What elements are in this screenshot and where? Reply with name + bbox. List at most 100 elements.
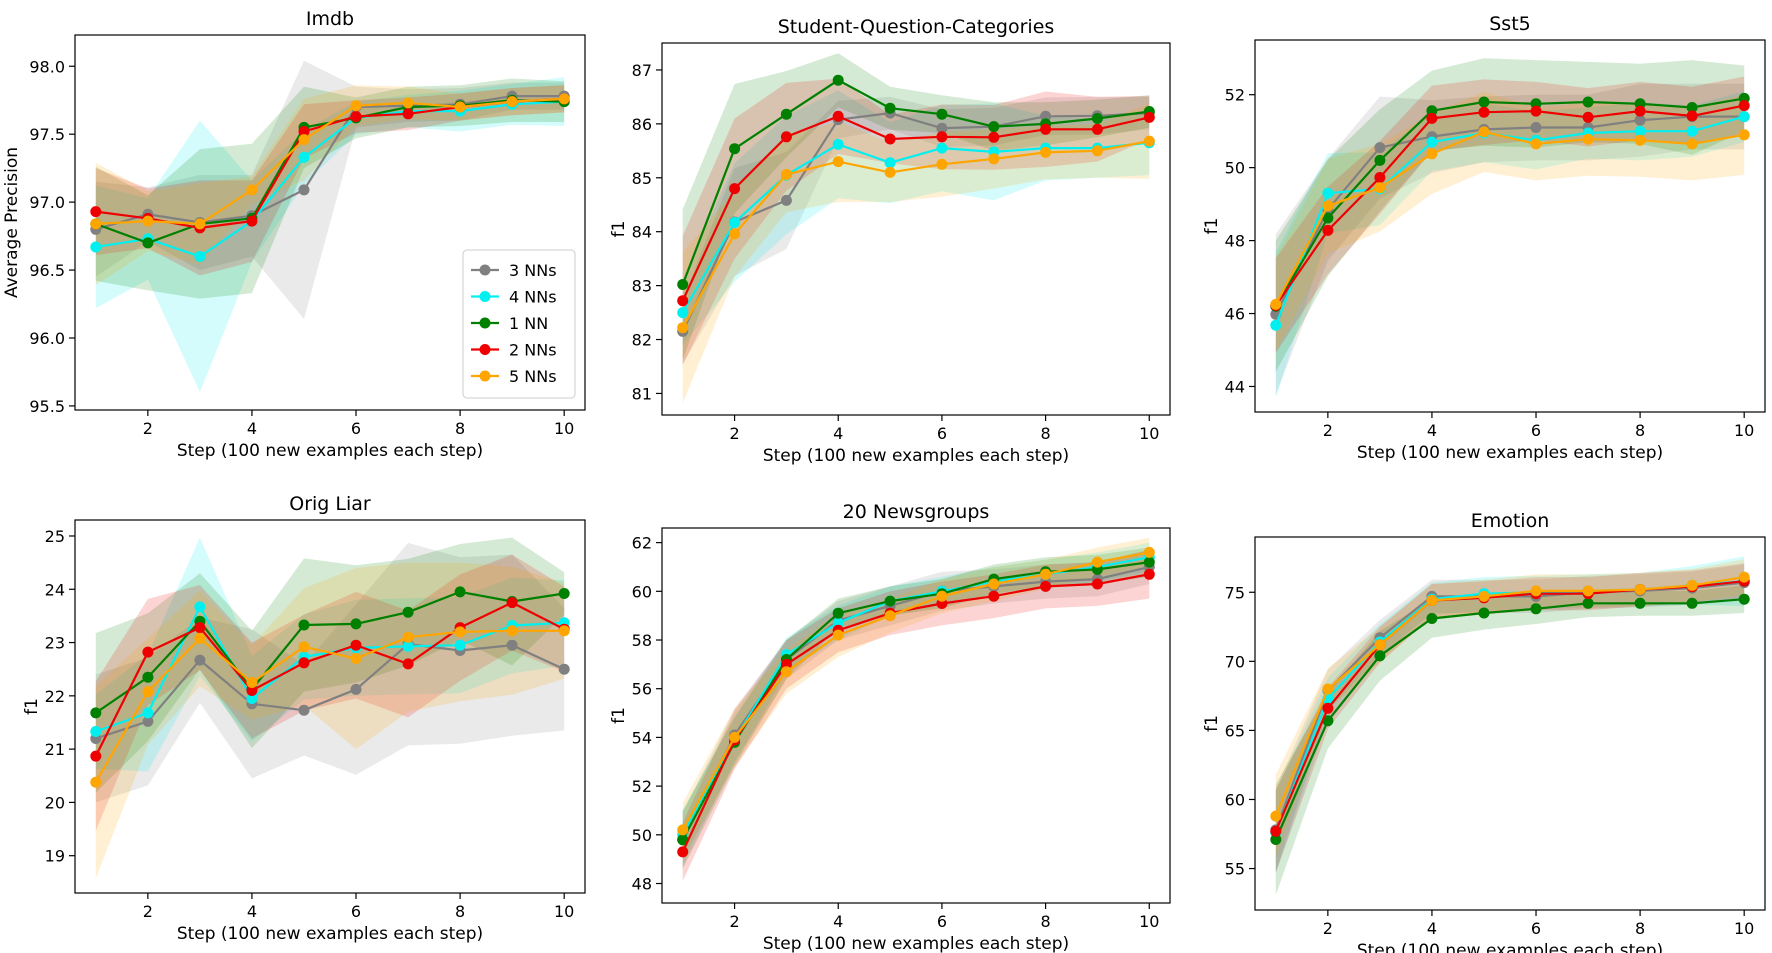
y-tick-label: 50 <box>632 826 652 845</box>
data-point-4-nns <box>1270 319 1282 331</box>
band-1-nn <box>95 78 565 299</box>
legend-label-5-nns: 5 NNs <box>509 367 557 386</box>
data-point-2-nns <box>402 108 414 120</box>
x-tick-label: 6 <box>937 424 947 443</box>
y-tick-label: 95.5 <box>29 397 65 416</box>
data-point-2-nns <box>988 590 1000 602</box>
y-tick-label: 97.5 <box>29 125 65 144</box>
data-point-4-nns <box>1634 125 1646 137</box>
band-2-nns <box>682 78 1150 366</box>
x-tick-label: 2 <box>1323 919 1333 938</box>
data-point-5-nns <box>1374 639 1386 651</box>
data-point-2-nns <box>1582 111 1594 123</box>
data-point-4-nns <box>729 217 741 228</box>
data-point-1-nn <box>1582 597 1594 609</box>
data-point-4-nns <box>194 601 206 613</box>
data-point-3-nns <box>780 194 792 206</box>
band-2-nns <box>95 85 565 276</box>
series-line-5-nns <box>1274 576 1745 817</box>
x-tick-label: 4 <box>1427 919 1437 938</box>
data-point-5-nns <box>1530 585 1542 597</box>
data-point-1-nn <box>1374 154 1386 166</box>
data-point-5-nns <box>936 590 948 602</box>
series-line-3-nns <box>1274 115 1745 315</box>
y-tick-label: 98.0 <box>29 57 65 76</box>
data-point-5-nns <box>454 101 466 113</box>
chart-title: 20 Newsgroups <box>843 501 990 523</box>
chart-panel-4: 2 4 6 8 10 48 50 52 54 56 58 60 62 20 Newsgroups Step … <box>609 501 1171 953</box>
data-point-5-nns <box>1143 135 1155 147</box>
data-point-1-nn <box>558 588 570 599</box>
data-point-1-nn <box>402 606 414 618</box>
chart-title: Emotion <box>1471 510 1550 532</box>
data-point-3-nns <box>350 683 362 695</box>
band-5-nns <box>1275 91 1745 352</box>
data-point-4-nns <box>90 726 102 737</box>
data-point-1-nn <box>1374 650 1386 662</box>
data-point-5-nns <box>1374 182 1386 194</box>
data-point-2-nns <box>988 131 1000 143</box>
data-point-5-nns <box>677 322 689 334</box>
data-point-2-nns <box>832 110 844 122</box>
data-point-5-nns <box>677 824 689 836</box>
series-line-3-nns <box>95 643 565 740</box>
band-5-nns <box>95 85 565 285</box>
legend-swatch-marker-1-nn <box>479 317 491 329</box>
data-point-5-nns <box>506 96 518 108</box>
data-point-5-nns <box>1143 546 1155 558</box>
y-tick-label: 75 <box>1225 583 1245 602</box>
data-point-3-nns <box>142 715 154 727</box>
x-tick-label: 10 <box>1139 424 1159 443</box>
data-point-5-nns <box>402 97 414 109</box>
series-line-5-nns <box>95 97 565 226</box>
data-point-5-nns <box>988 578 1000 590</box>
data-point-2-nns <box>90 206 102 218</box>
data-point-5-nns <box>1686 579 1698 591</box>
y-tick-label: 86 <box>632 115 652 134</box>
data-point-5-nns <box>832 156 844 168</box>
series-line-2-nns <box>681 115 1150 302</box>
data-point-5-nns <box>350 653 362 664</box>
y-tick-label: 58 <box>632 631 652 650</box>
data-point-1-nn <box>1530 603 1542 615</box>
legend-swatch-marker-5-nns <box>479 370 491 382</box>
data-point-1-nn <box>90 707 102 719</box>
data-point-2-nns <box>1091 578 1103 590</box>
data-point-2-nns <box>1322 702 1334 714</box>
legend: 3 NNs 4 NNs 1 NN 2 NNs 5 NNs <box>462 249 576 399</box>
y-tick-label: 56 <box>632 680 652 699</box>
x-tick-label: 6 <box>1531 919 1541 938</box>
x-tick-label: 2 <box>143 419 153 438</box>
data-point-2-nns <box>1374 172 1386 183</box>
band-3-nns <box>1275 564 1745 872</box>
data-point-1-nn <box>729 143 741 155</box>
y-tick-label: 83 <box>632 277 652 296</box>
data-point-2-nns <box>246 215 258 227</box>
x-tick-label: 6 <box>1531 421 1541 440</box>
data-point-5-nns <box>729 228 741 240</box>
series-line-2-nns <box>94 601 565 757</box>
data-point-1-nn <box>1091 113 1103 124</box>
plot-frame <box>1254 39 1766 413</box>
band-3-nns <box>682 96 1150 364</box>
data-point-2-nns <box>142 646 154 658</box>
data-point-1-nn <box>936 108 948 120</box>
data-point-5-nns <box>1686 138 1698 150</box>
data-point-1-nn <box>1143 556 1155 568</box>
y-tick-label: 54 <box>632 728 652 747</box>
data-point-4-nns <box>454 639 466 651</box>
chart-title: Student-Question-Categories <box>778 16 1055 38</box>
data-point-5-nns <box>1270 298 1282 310</box>
data-point-2-nns <box>194 622 206 634</box>
data-point-5-nns <box>298 641 310 653</box>
series-line-2-nns <box>681 573 1150 853</box>
data-point-4-nns <box>298 151 310 163</box>
data-point-3-nns <box>558 663 570 675</box>
data-point-3-nns <box>298 704 310 716</box>
data-point-5-nns <box>1530 138 1542 150</box>
y-tick-label: 60 <box>632 582 652 601</box>
data-point-5-nns <box>90 776 102 788</box>
chart-panel-0: 2 4 6 8 10 95.5 96.0 96.5 97.0 97.5 98.0 Imdb Step (… <box>2 8 586 461</box>
y-tick-label: 85 <box>632 169 652 188</box>
